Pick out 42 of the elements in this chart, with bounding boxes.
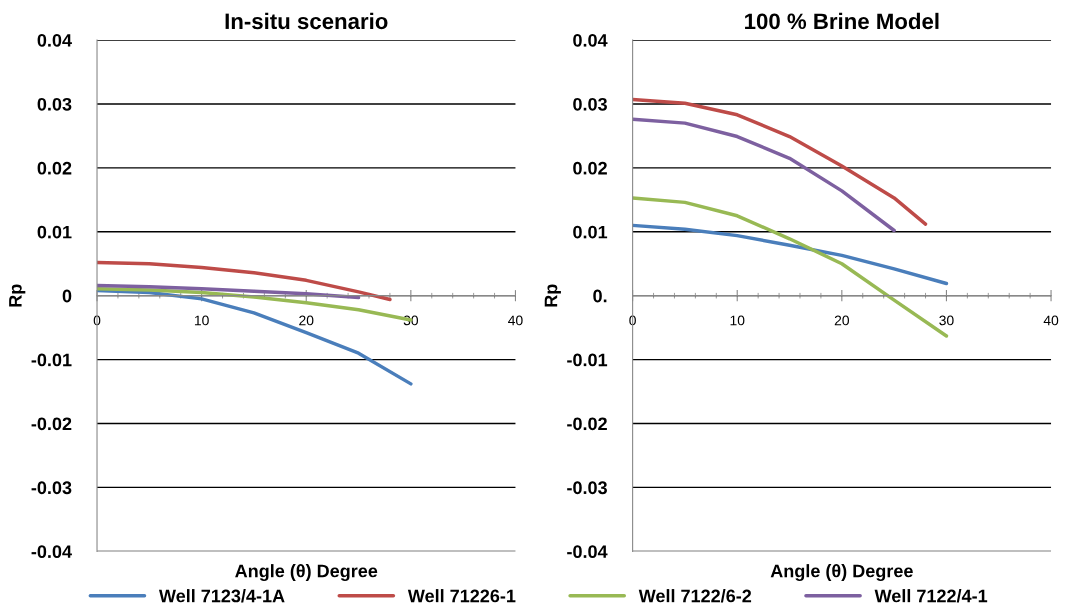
legend-label: Well 7123/4-1A [158, 589, 285, 603]
y-tick-label: 0.04 [37, 33, 72, 47]
line-series [632, 223, 949, 286]
y-tick-label: 0.03 [37, 97, 72, 111]
legend-label: Well 7122/6-2 [638, 589, 752, 603]
x-tick-label: 20 [299, 315, 314, 326]
y-tick-label: 0.02 [37, 161, 72, 175]
x-tick-label: 40 [508, 315, 523, 326]
y-tick-label: -0.02 [31, 417, 72, 431]
y-axis-title: Rp [9, 284, 26, 307]
x-axis-title: Angle (θ) Degree [235, 564, 378, 582]
x-tick-label: 10 [194, 315, 209, 326]
y-tick-label: -0.02 [567, 417, 607, 431]
y-tick-label: 0.02 [573, 161, 607, 175]
y-tick-label: -0.03 [567, 481, 607, 495]
x-axis-title: Angle (θ) Degree [770, 564, 913, 582]
y-tick-label: -0.03 [31, 481, 72, 495]
y-tick-label: -0.04 [31, 545, 72, 559]
line-series [97, 283, 361, 300]
line-series [632, 97, 928, 226]
x-tick-label: 0 [629, 315, 636, 326]
y-tick-label: 0 [62, 289, 72, 303]
chart-title: In-situ scenario [225, 12, 388, 30]
line-series [632, 117, 896, 233]
y-tick-label: -0.01 [31, 353, 72, 367]
y-tick-label: 0.04 [573, 33, 608, 47]
y-tick-label: 0. [593, 289, 607, 303]
y-tick-label: 0.03 [573, 97, 607, 111]
x-tick-label: 20 [834, 315, 850, 326]
line-series [97, 260, 392, 302]
x-tick-label: 0 [93, 315, 101, 326]
y-tick-label: -0.01 [567, 353, 608, 367]
x-tick-label: 10 [730, 315, 745, 326]
legend-label: Well 71226-1 [407, 589, 516, 603]
chart-title: 100 % Brine Model [745, 12, 939, 30]
y-axis-title: Rp [544, 284, 561, 307]
x-tick-label: 30 [939, 315, 954, 326]
legend-label: Well 7122/4-1 [874, 589, 988, 603]
y-tick-label: -0.04 [567, 545, 608, 559]
y-tick-label: 0.01 [37, 225, 72, 239]
x-tick-label: 40 [1043, 315, 1059, 326]
y-tick-label: 0.01 [573, 225, 608, 239]
